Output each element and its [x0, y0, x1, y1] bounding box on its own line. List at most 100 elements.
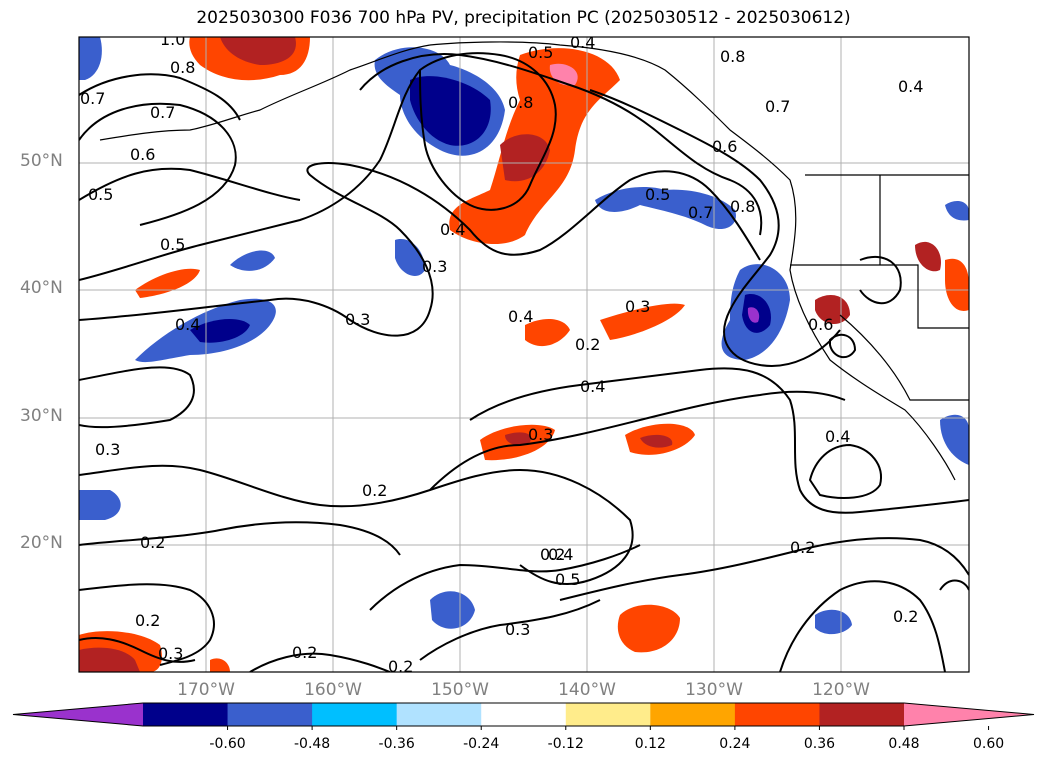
contour-label: 0.5 [645, 185, 670, 204]
contour-label: 0.5 [528, 43, 553, 62]
colorbar [12, 702, 1035, 730]
contour-label: 0.4 [580, 377, 605, 396]
contour-label: 0.5 [88, 185, 113, 204]
precip-positive-area [210, 658, 230, 672]
colorbar-tick-label: 0.12 [634, 736, 666, 752]
colorbar-tick-label: 0.60 [972, 736, 1005, 752]
contour-label: 0.4 [508, 307, 533, 326]
precip-negative-area [395, 239, 425, 277]
contour-label: 0.3 [158, 644, 183, 663]
colorbar-segment [819, 703, 905, 726]
precip-negative-area [430, 591, 475, 629]
contour-label: 0.2 [140, 533, 165, 552]
colorbar-segment [481, 703, 567, 726]
contour-label: 0.2 [575, 335, 600, 354]
contour-label: 0.8 [730, 197, 755, 216]
precip-negative-area [815, 609, 852, 635]
contour-label: 0.2 [135, 611, 160, 630]
precip-negative-area [945, 200, 969, 221]
contour-label: 0.6 [130, 145, 155, 164]
colorbar-tick-label: 0.48 [888, 736, 920, 752]
contour-label: 0.8 [720, 47, 745, 66]
lon-label-170w: 170°W [177, 680, 235, 700]
contour-label: 0.3 [505, 620, 530, 639]
colorbar-extend-max [904, 703, 1034, 726]
colorbar-tick-label: -0.36 [378, 736, 415, 752]
contour-label: 0.6 [808, 315, 833, 334]
colorbar-segment [565, 703, 651, 726]
precip-negative-area [940, 414, 969, 465]
lon-label-120w: 120°W [812, 680, 870, 700]
contour-label: 0.2 [790, 538, 815, 557]
map-title: 2025030300 F036 700 hPa PV, precipitatio… [196, 8, 851, 28]
lon-label-130w: 130°W [685, 680, 743, 700]
precip-positive-area [945, 258, 969, 311]
contour-label: 0.3 [528, 425, 553, 444]
precip-positive-area [915, 241, 941, 272]
contour-label: 0.4 [548, 545, 573, 564]
colorbar-segment [227, 703, 313, 726]
precip-positive-area [617, 604, 680, 653]
coastlines [99, 41, 969, 481]
colorbar-segment [650, 703, 736, 726]
colorbar-extend-min [13, 703, 143, 726]
contour-label: 0.4 [898, 77, 923, 96]
contour-label: 0.3 [345, 310, 370, 329]
plot-area: 1.0 0.8 0.7 0.7 0.6 0.5 0.5 0.4 0.3 0.3 … [79, 30, 969, 676]
precip-positive-area [600, 303, 685, 340]
lon-label-140w: 140°W [558, 680, 616, 700]
precip-negative-area [230, 250, 275, 271]
precip-negative-area [79, 37, 102, 80]
colorbar-tick-label: 0.36 [803, 736, 836, 752]
contour-label: 0.6 [712, 137, 737, 156]
contour-label: 0.3 [95, 440, 120, 459]
colorbar-segment [396, 703, 482, 726]
contour-label: 0.5 [160, 235, 185, 254]
contour-label: 0.5 [555, 570, 580, 589]
precip-negative-area [79, 490, 121, 520]
precip-positive-area [525, 318, 570, 347]
pv-contours [79, 52, 969, 672]
contour-label: 0.4 [825, 427, 850, 446]
precip-positive-core [79, 647, 140, 672]
pv-contour-labels: 1.0 0.8 0.7 0.7 0.6 0.5 0.5 0.4 0.3 0.3 … [80, 30, 923, 676]
contour-label: 0.7 [765, 97, 790, 116]
contour-label: 0.2 [388, 657, 413, 676]
colorbar-segment [312, 703, 398, 726]
contour-label: 0.2 [540, 545, 565, 564]
contour-label: 1.0 [160, 30, 185, 49]
contour-label: 0.2 [362, 481, 387, 500]
contour-label: 0.8 [170, 58, 195, 77]
colorbar-tick-label: -0.48 [293, 736, 331, 752]
contour-label: 0.2 [893, 607, 918, 626]
precip-positive-core [220, 37, 296, 65]
contour-label: 0.3 [625, 297, 650, 316]
lat-label-30n: 30°N [20, 406, 63, 426]
colorbar-tick-label: -0.24 [463, 736, 500, 752]
colorbar-tick-label: -0.60 [209, 736, 246, 752]
plot-frame [78, 36, 970, 673]
map-gridlines [79, 37, 969, 672]
contour-label: 0.3 [422, 257, 447, 276]
precip-positive-core [505, 432, 531, 446]
lat-label-20n: 20°N [20, 533, 63, 553]
lon-label-160w: 160°W [304, 680, 362, 700]
lat-label-50n: 50°N [20, 151, 63, 171]
colorbar-tick-label: 0.24 [719, 736, 751, 752]
precip-negative-peak [747, 307, 760, 323]
contour-label: 0.8 [508, 93, 533, 112]
contour-label: 0.4 [175, 315, 200, 334]
lon-label-150w: 150°W [431, 680, 489, 700]
lat-label-40n: 40°N [20, 278, 63, 298]
colorbar-segment [143, 703, 229, 726]
precip-negative-core [190, 318, 250, 343]
contour-label: 0.7 [688, 203, 713, 222]
precip-positive-area [135, 268, 200, 298]
contour-label: 0.7 [80, 89, 105, 108]
colorbar-segment [734, 703, 820, 726]
precip-negative-core [410, 76, 491, 146]
contour-label: 0.4 [440, 220, 465, 239]
contour-label: 0.4 [570, 33, 595, 52]
precip-negative-area [595, 187, 736, 230]
